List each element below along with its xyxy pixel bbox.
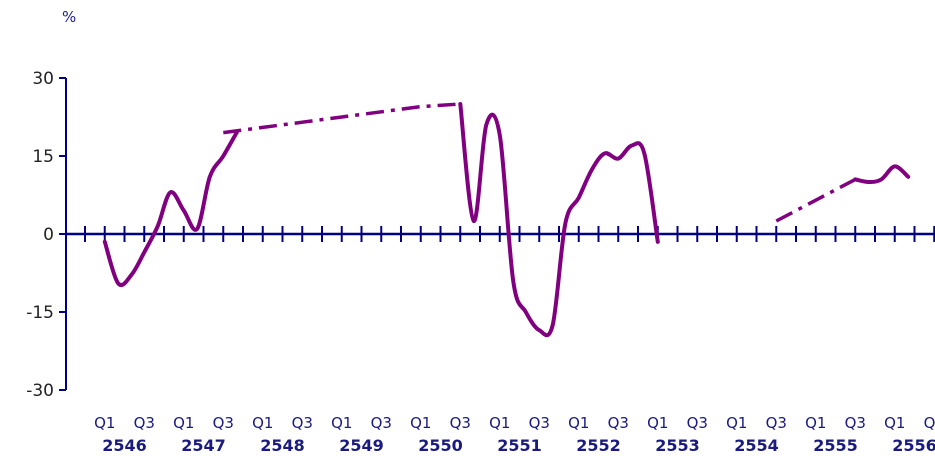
series-dashed-segment <box>775 177 857 223</box>
x-quarter-label: Q1 <box>805 414 826 432</box>
x-quarter-label: Q1 <box>647 414 668 432</box>
x-quarter-label: Q1 <box>726 414 747 432</box>
x-quarter-label: Q1 <box>489 414 510 432</box>
x-year-label: 2552 <box>576 436 621 455</box>
x-year-label: 2551 <box>497 436 542 455</box>
y-tick-label: -30 <box>26 381 54 401</box>
x-quarter-label: Q3 <box>845 414 866 432</box>
x-quarter-label: Q1 <box>94 414 115 432</box>
x-quarter-label: Q1 <box>252 414 273 432</box>
y-tick-label: 0 <box>43 225 54 245</box>
x-quarter-label: Q3 <box>529 414 550 432</box>
y-tick-label: 30 <box>32 69 54 89</box>
y-tick-label: -15 <box>26 303 54 323</box>
x-year-label: 2554 <box>734 436 779 455</box>
x-quarter-label: Q1 <box>884 414 905 432</box>
x-quarter-label: Q3 <box>608 414 629 432</box>
series-line <box>102 102 911 338</box>
x-quarter-label: Q3 <box>371 414 392 432</box>
series-dashed-segment <box>223 102 461 135</box>
x-quarter-label: Q3 <box>687 414 708 432</box>
x-year-label: 2548 <box>260 436 305 455</box>
x-year-label: 2546 <box>102 436 147 455</box>
axes <box>59 77 935 391</box>
x-quarter-label: Q3 <box>766 414 787 432</box>
x-quarter-label: Q1 <box>331 414 352 432</box>
x-quarter-label: Q1 <box>568 414 589 432</box>
x-quarter-label: Q3 <box>213 414 234 432</box>
tick-labels: 30 15 0 -15 -30 Q1 Q3 Q1 Q3 Q1 Q3 Q1 Q3 Q1 Q3 Q1 Q3 Q1 Q3 Q… <box>26 69 935 455</box>
x-year-label: 2556 <box>892 436 935 455</box>
series-solid-segment <box>853 164 911 184</box>
x-quarter-label: Q3 <box>134 414 155 432</box>
x-year-label: 2547 <box>181 436 226 455</box>
x-quarter-label: Q3 <box>450 414 471 432</box>
x-year-label: 2553 <box>655 436 700 455</box>
series-solid-segment <box>102 130 239 288</box>
series-solid-segment <box>458 102 660 338</box>
x-quarter-label: Q3 <box>924 414 935 432</box>
y-axis-unit-label: % <box>62 8 76 26</box>
x-quarter-label: Q1 <box>410 414 431 432</box>
x-year-label: 2555 <box>813 436 858 455</box>
x-year-label: 2549 <box>339 436 384 455</box>
x-quarter-label: Q3 <box>292 414 313 432</box>
x-quarter-label: Q1 <box>173 414 194 432</box>
y-tick-label: 15 <box>32 147 54 167</box>
x-year-label: 2550 <box>418 436 463 455</box>
